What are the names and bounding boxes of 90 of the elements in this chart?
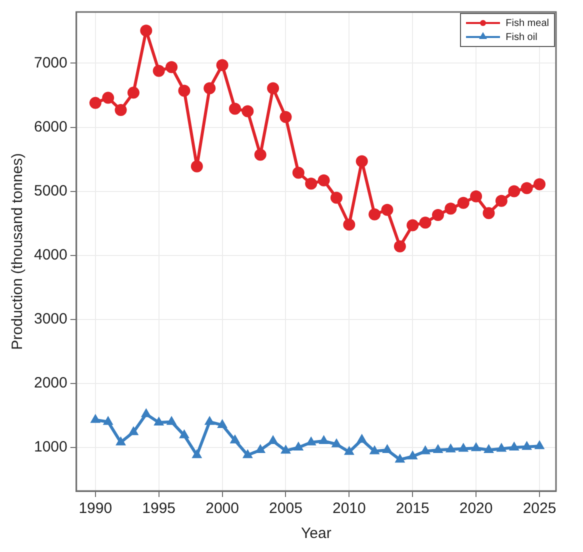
point: [228, 102, 241, 115]
point: [116, 436, 126, 446]
y-tick-label: 7000: [34, 54, 68, 72]
point: [457, 196, 470, 209]
x-tick-label: 1990: [78, 500, 112, 518]
point: [520, 182, 533, 194]
point: [128, 426, 139, 436]
point: [242, 449, 253, 458]
y-axis-title: Production (thousand tonnes): [9, 153, 26, 350]
point: [369, 445, 380, 454]
point: [394, 240, 406, 252]
y-tick-label: 5000: [34, 182, 68, 200]
x-tick-label: 2015: [396, 500, 430, 518]
x-tick-label: 2000: [206, 500, 239, 518]
point: [496, 442, 507, 452]
point: [407, 450, 418, 460]
point: [102, 416, 114, 425]
point: [508, 441, 520, 450]
point: [432, 209, 444, 221]
point: [114, 104, 127, 116]
point: [356, 434, 368, 443]
point: [242, 105, 254, 118]
point: [508, 185, 520, 198]
point: [127, 86, 140, 99]
y-tick-label: 6000: [34, 118, 68, 136]
point: [254, 148, 266, 161]
point: [192, 449, 202, 458]
point: [344, 446, 354, 455]
point: [280, 444, 291, 454]
point: [204, 416, 215, 425]
point: [458, 442, 469, 452]
point: [190, 160, 203, 172]
point: [534, 178, 546, 190]
point: [89, 96, 102, 109]
point: [178, 84, 190, 97]
point: [381, 204, 394, 216]
legend-label: Fish oil: [506, 32, 538, 42]
point: [90, 414, 101, 423]
point: [140, 24, 152, 37]
legend-label: Fish meal: [506, 18, 549, 28]
y-tick-label: 1000: [34, 438, 68, 456]
x-tick-label: 2010: [332, 500, 366, 518]
x-axis-title: Year: [301, 525, 332, 542]
point: [318, 435, 329, 444]
y-tick-label: 4000: [34, 246, 68, 264]
point: [305, 178, 318, 190]
point: [230, 434, 240, 444]
point: [522, 440, 532, 450]
point: [406, 219, 419, 232]
x-tick-label: 2020: [459, 500, 493, 518]
point: [268, 435, 278, 444]
point: [419, 216, 432, 229]
point: [368, 208, 381, 220]
point: [534, 440, 545, 450]
point: [102, 92, 114, 104]
point: [154, 416, 164, 426]
point: [152, 64, 165, 77]
point: [482, 207, 495, 220]
point: [204, 82, 216, 94]
point: [356, 155, 368, 168]
point: [292, 166, 304, 179]
point: [470, 190, 482, 202]
point: [394, 454, 406, 463]
point: [331, 438, 342, 448]
point: [267, 82, 280, 94]
point: [318, 174, 330, 186]
point: [179, 429, 190, 438]
point: [420, 445, 431, 454]
point: [217, 419, 228, 428]
point: [432, 444, 444, 454]
x-tick-label: 2005: [269, 500, 302, 518]
point: [444, 202, 457, 215]
point: [495, 194, 508, 207]
y-tick-label: 2000: [34, 374, 68, 392]
x-tick-label: 2025: [522, 500, 556, 518]
point: [255, 444, 266, 454]
point: [382, 444, 392, 454]
point: [216, 59, 228, 72]
x-tick-label: 1995: [142, 500, 176, 518]
point: [166, 416, 177, 425]
point: [484, 444, 494, 454]
point: [166, 61, 178, 74]
point: [343, 218, 356, 231]
y-tick-label: 3000: [34, 310, 68, 328]
point: [293, 441, 304, 450]
point: [445, 443, 456, 452]
point: [140, 408, 152, 418]
point: [280, 111, 292, 124]
point: [330, 192, 342, 204]
point: [470, 442, 482, 452]
